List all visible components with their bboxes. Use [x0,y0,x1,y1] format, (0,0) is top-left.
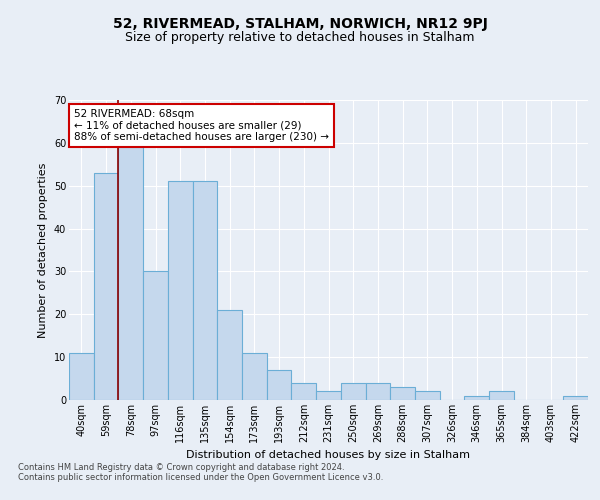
Bar [118,147,143,400]
Text: 52, RIVERMEAD, STALHAM, NORWICH, NR12 9PJ: 52, RIVERMEAD, STALHAM, NORWICH, NR12 9P… [113,17,487,31]
Bar [267,370,292,400]
Bar [563,396,588,400]
Bar [415,392,440,400]
X-axis label: Distribution of detached houses by size in Stalham: Distribution of detached houses by size … [187,450,470,460]
Bar [341,383,365,400]
Bar [217,310,242,400]
Bar [464,396,489,400]
Bar [292,383,316,400]
Text: 52 RIVERMEAD: 68sqm
← 11% of detached houses are smaller (29)
88% of semi-detach: 52 RIVERMEAD: 68sqm ← 11% of detached ho… [74,109,329,142]
Y-axis label: Number of detached properties: Number of detached properties [38,162,48,338]
Bar [168,182,193,400]
Text: Size of property relative to detached houses in Stalham: Size of property relative to detached ho… [125,32,475,44]
Bar [143,272,168,400]
Bar [489,392,514,400]
Bar [365,383,390,400]
Bar [94,173,118,400]
Bar [390,387,415,400]
Bar [69,353,94,400]
Bar [193,182,217,400]
Bar [316,392,341,400]
Bar [242,353,267,400]
Text: Contains HM Land Registry data © Crown copyright and database right 2024.
Contai: Contains HM Land Registry data © Crown c… [18,463,383,482]
